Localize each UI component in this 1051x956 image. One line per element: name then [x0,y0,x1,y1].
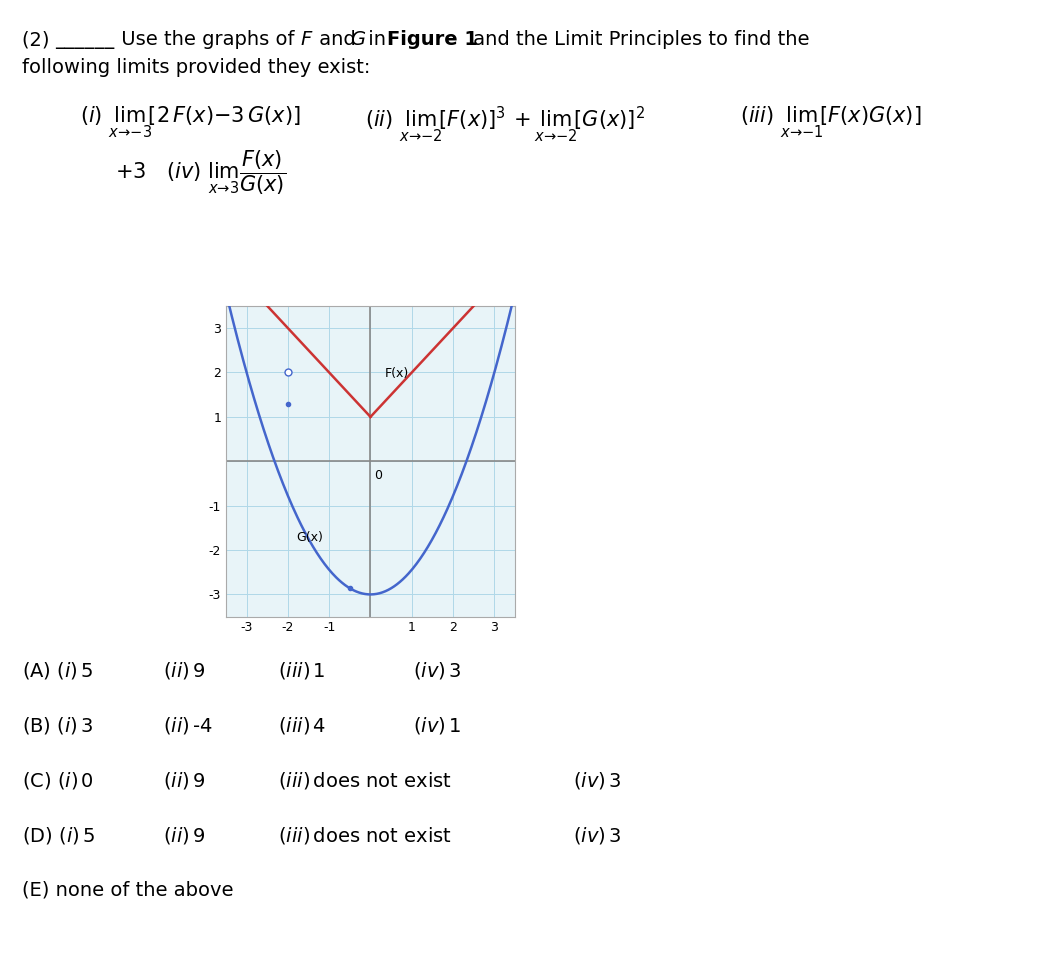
Text: Use the graphs of: Use the graphs of [115,30,301,49]
Text: (2): (2) [22,30,56,49]
Text: F(x): F(x) [385,367,409,380]
Text: following limits provided they exist:: following limits provided they exist: [22,58,370,77]
Text: $(i)\ \lim_{x\to -3}\!\left[2\,F(x)-3\,G(x)\right]$: $(i)\ \lim_{x\to -3}\!\left[2\,F(x)-3\,G… [80,105,301,141]
Text: $\,(iv)\,$1: $\,(iv)\,$1 [410,715,461,736]
Text: $\,(iv)\,$3: $\,(iv)\,$3 [410,660,461,681]
Text: $\,(iv)\,$3: $\,(iv)\,$3 [570,770,621,791]
Text: $\,(ii)\,$9: $\,(ii)\,$9 [160,825,205,846]
Text: and the Limit Principles to find the: and the Limit Principles to find the [467,30,809,49]
Text: (D) $(i)\,$5: (D) $(i)\,$5 [22,825,95,846]
Text: G: G [350,30,365,49]
Text: (A) $(i)\,$5: (A) $(i)\,$5 [22,660,94,681]
Text: $(ii)\ \lim_{x\to -2}\!\left[F(x)\right]^3+\lim_{x\to -2}\!\left[G(x)\right]^2$: $(ii)\ \lim_{x\to -2}\!\left[F(x)\right]… [365,105,645,145]
Text: $\,(iii)\,$does not exist: $\,(iii)\,$does not exist [275,825,452,846]
Text: $\,(iii)\,$does not exist: $\,(iii)\,$does not exist [275,770,452,791]
Text: ______: ______ [55,30,115,49]
Text: $\,(iii)\,$4: $\,(iii)\,$4 [275,715,326,736]
Text: $+3\quad(iv)\ \lim_{x\to 3}\dfrac{F(x)}{G(x)}$: $+3\quad(iv)\ \lim_{x\to 3}\dfrac{F(x)}{… [115,148,286,197]
Text: (E) none of the above: (E) none of the above [22,880,233,899]
Text: $(iii)\ \lim_{x\to -1}\!\left[F(x)G(x)\right]$: $(iii)\ \lim_{x\to -1}\!\left[F(x)G(x)\r… [740,105,922,141]
Text: $\,(ii)\,$9: $\,(ii)\,$9 [160,660,205,681]
Text: (B) $(i)\,$3: (B) $(i)\,$3 [22,715,94,736]
Text: and: and [313,30,362,49]
Text: $\,(iv)\,$3: $\,(iv)\,$3 [570,825,621,846]
Text: 0: 0 [374,469,382,482]
Text: Figure 1: Figure 1 [387,30,478,49]
Text: F: F [300,30,311,49]
Text: (C) $(i)\,$0: (C) $(i)\,$0 [22,770,94,791]
Text: in: in [362,30,392,49]
Text: $\,(iii)\,$1: $\,(iii)\,$1 [275,660,326,681]
Text: $\,(ii)\,$-4: $\,(ii)\,$-4 [160,715,212,736]
Text: G(x): G(x) [296,532,323,544]
Text: $\,(ii)\,$9: $\,(ii)\,$9 [160,770,205,791]
